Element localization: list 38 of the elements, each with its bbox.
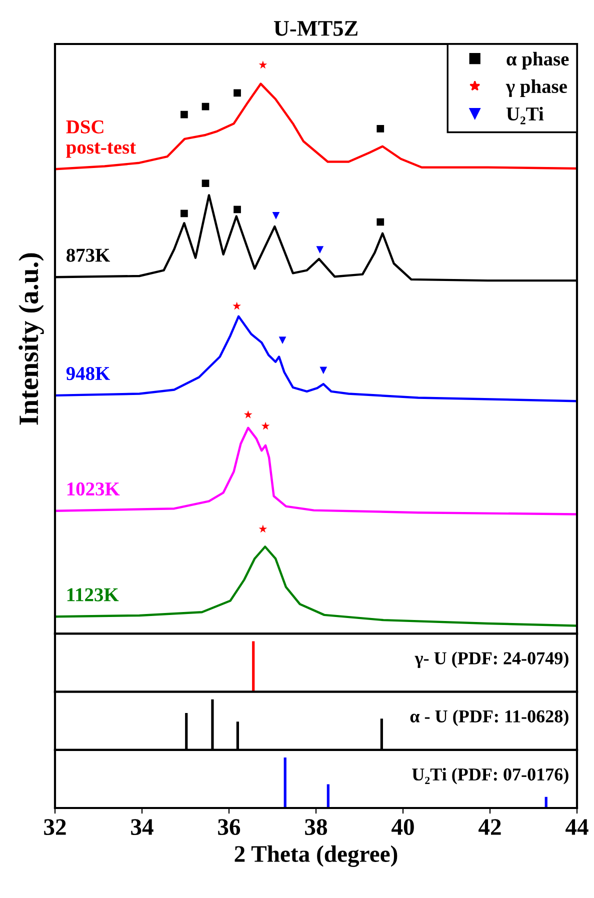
point — [244, 410, 252, 418]
x-tick-label: 36 — [218, 819, 240, 836]
x-tick-label: 34 — [131, 819, 154, 836]
point — [316, 246, 324, 254]
point — [376, 218, 384, 226]
legend-label: U₂Ti — [506, 106, 544, 124]
x-tick-label: 38 — [305, 819, 328, 836]
point — [202, 102, 210, 110]
point — [320, 366, 328, 374]
series-label: 948K — [66, 366, 110, 380]
x-tick-label: 42 — [478, 819, 501, 835]
series-label: 1123K — [67, 588, 119, 602]
series-label: 873K — [66, 248, 110, 262]
point — [202, 180, 210, 187]
chart-title: U-MT5Z — [274, 21, 358, 36]
legend-label: γ phase — [506, 79, 567, 98]
point — [234, 206, 241, 214]
y-axis-title: Intensity (a.u.) — [18, 253, 44, 425]
annotation: U₂Ti (PDF: 07-0176) — [412, 768, 568, 784]
series-label: DSC post-test — [66, 120, 136, 158]
annotation: α - U (PDF: 11-0628) — [410, 710, 568, 726]
point — [272, 212, 280, 220]
point — [180, 110, 188, 118]
x-axis-title: 2 Theta (degree) — [234, 845, 398, 867]
point — [234, 89, 241, 97]
legend-label: α phase — [506, 52, 569, 70]
x-tick-label: 32 — [44, 819, 66, 836]
point — [261, 422, 270, 430]
point — [376, 125, 384, 132]
point — [258, 524, 268, 533]
annotation: γ- U (PDF: 24-0749) — [414, 652, 568, 668]
x-tick-label: 40 — [392, 819, 414, 836]
point — [258, 60, 268, 69]
point — [232, 302, 242, 310]
point — [278, 336, 286, 344]
series-label: 1023K — [67, 482, 120, 496]
x-tick-label: 44 — [566, 819, 588, 835]
point — [180, 210, 188, 218]
